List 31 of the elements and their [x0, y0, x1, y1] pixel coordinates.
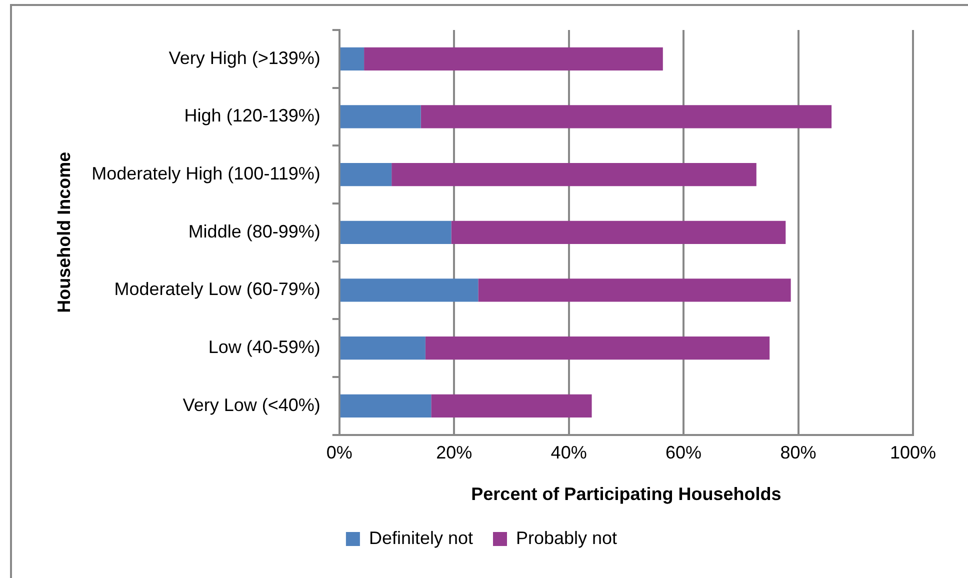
- y-tick-label: Very Low (<40%): [182, 394, 320, 415]
- x-tick-label: 0%: [326, 442, 352, 463]
- x-axis-title: Percent of Participating Households: [471, 484, 782, 504]
- bar: [451, 220, 786, 244]
- bar: [392, 163, 756, 186]
- bar: [364, 47, 663, 70]
- bar: [340, 220, 452, 244]
- x-tick-label: 100%: [890, 442, 936, 463]
- bar: [340, 336, 426, 360]
- x-tick-label: 40%: [550, 442, 587, 463]
- bar: [420, 105, 832, 128]
- y-tick-label: Middle (80-99%): [188, 221, 320, 242]
- bar: [340, 47, 364, 70]
- x-tick-label: 20%: [436, 442, 472, 463]
- legend-label: Definitely not: [368, 528, 474, 548]
- y-tick-label: Very High (>139%): [168, 48, 320, 68]
- y-tick-label: Low (40-59%): [208, 337, 320, 358]
- bar: [478, 278, 791, 302]
- bar: [340, 278, 478, 302]
- bar: [340, 163, 392, 186]
- legend-label: Probably not: [516, 528, 618, 548]
- y-axis-title: Household Income: [54, 152, 74, 313]
- x-tick-label: 60%: [666, 442, 702, 463]
- bar: [431, 394, 592, 418]
- y-tick-label: Moderately Low (60-79%): [114, 279, 320, 300]
- y-tick-label: High (120-139%): [184, 106, 320, 126]
- y-tick-label: Moderately High (100-119%): [92, 164, 320, 184]
- bar: [340, 105, 421, 128]
- x-tick-label: 80%: [780, 442, 816, 463]
- bar: [340, 394, 432, 418]
- bar: [425, 336, 770, 360]
